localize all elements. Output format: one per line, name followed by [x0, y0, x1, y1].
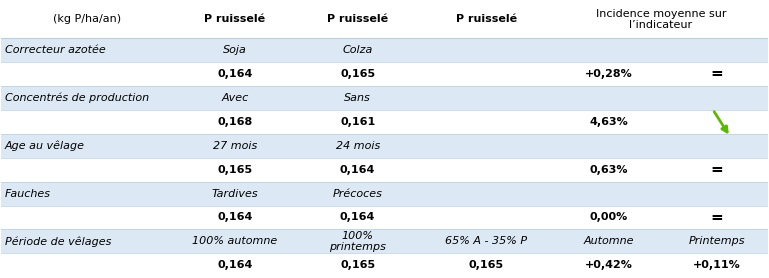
Text: +0,42%: +0,42% — [585, 260, 633, 270]
Text: Printemps: Printemps — [688, 236, 744, 246]
Bar — [1, 205, 768, 229]
Text: 4,63%: 4,63% — [590, 117, 628, 127]
Text: 0,161: 0,161 — [340, 117, 375, 127]
Text: Concentrés de production: Concentrés de production — [5, 93, 148, 103]
Bar — [1, 38, 768, 62]
Text: 0,164: 0,164 — [340, 212, 375, 222]
Bar — [1, 1, 768, 38]
Text: 0,164: 0,164 — [217, 69, 252, 79]
Text: Incidence moyenne sur
l’indicateur: Incidence moyenne sur l’indicateur — [595, 9, 726, 30]
Text: Soja: Soja — [223, 45, 247, 55]
Bar — [1, 134, 768, 158]
Text: Fauches: Fauches — [5, 188, 51, 198]
Bar — [1, 86, 768, 110]
Text: P ruisselé: P ruisselé — [456, 14, 517, 24]
Text: (kg P/ha/an): (kg P/ha/an) — [53, 14, 121, 24]
Bar — [1, 158, 768, 182]
Text: Automne: Automne — [584, 236, 634, 246]
Text: 0,164: 0,164 — [217, 212, 252, 222]
Text: 0,165: 0,165 — [218, 165, 252, 175]
Text: 0,164: 0,164 — [340, 165, 375, 175]
Text: 0,164: 0,164 — [217, 260, 252, 270]
Text: Colza: Colza — [342, 45, 373, 55]
Text: 24 mois: 24 mois — [335, 141, 380, 151]
Text: Période de vêlages: Période de vêlages — [5, 236, 111, 247]
Text: Correcteur azotée: Correcteur azotée — [5, 45, 105, 55]
Text: =: = — [710, 210, 723, 225]
Text: Age au vêlage: Age au vêlage — [5, 140, 85, 151]
Text: 27 mois: 27 mois — [213, 141, 257, 151]
Text: P ruisselé: P ruisselé — [327, 14, 388, 24]
Text: 65% A - 35% P: 65% A - 35% P — [445, 236, 528, 246]
Text: Avec: Avec — [221, 93, 248, 103]
Text: =: = — [710, 66, 723, 81]
Text: 0,168: 0,168 — [217, 117, 252, 127]
Text: Tardives: Tardives — [211, 188, 258, 198]
Text: P ruisselé: P ruisselé — [205, 14, 265, 24]
Text: 0,165: 0,165 — [468, 260, 504, 270]
Text: +0,28%: +0,28% — [585, 69, 633, 79]
Bar — [1, 110, 768, 134]
Text: 0,165: 0,165 — [340, 260, 375, 270]
Text: 0,63%: 0,63% — [590, 165, 628, 175]
Text: 0,00%: 0,00% — [590, 212, 628, 222]
Text: 100% automne: 100% automne — [192, 236, 278, 246]
Bar — [1, 62, 768, 86]
Text: =: = — [710, 162, 723, 177]
Text: 0,165: 0,165 — [340, 69, 375, 79]
Bar — [1, 253, 768, 277]
Text: Sans: Sans — [345, 93, 371, 103]
Text: +0,11%: +0,11% — [693, 260, 741, 270]
Text: 100%
printemps: 100% printemps — [329, 231, 386, 252]
Bar — [1, 182, 768, 205]
Bar — [1, 229, 768, 253]
Text: Précoces: Précoces — [333, 188, 382, 198]
